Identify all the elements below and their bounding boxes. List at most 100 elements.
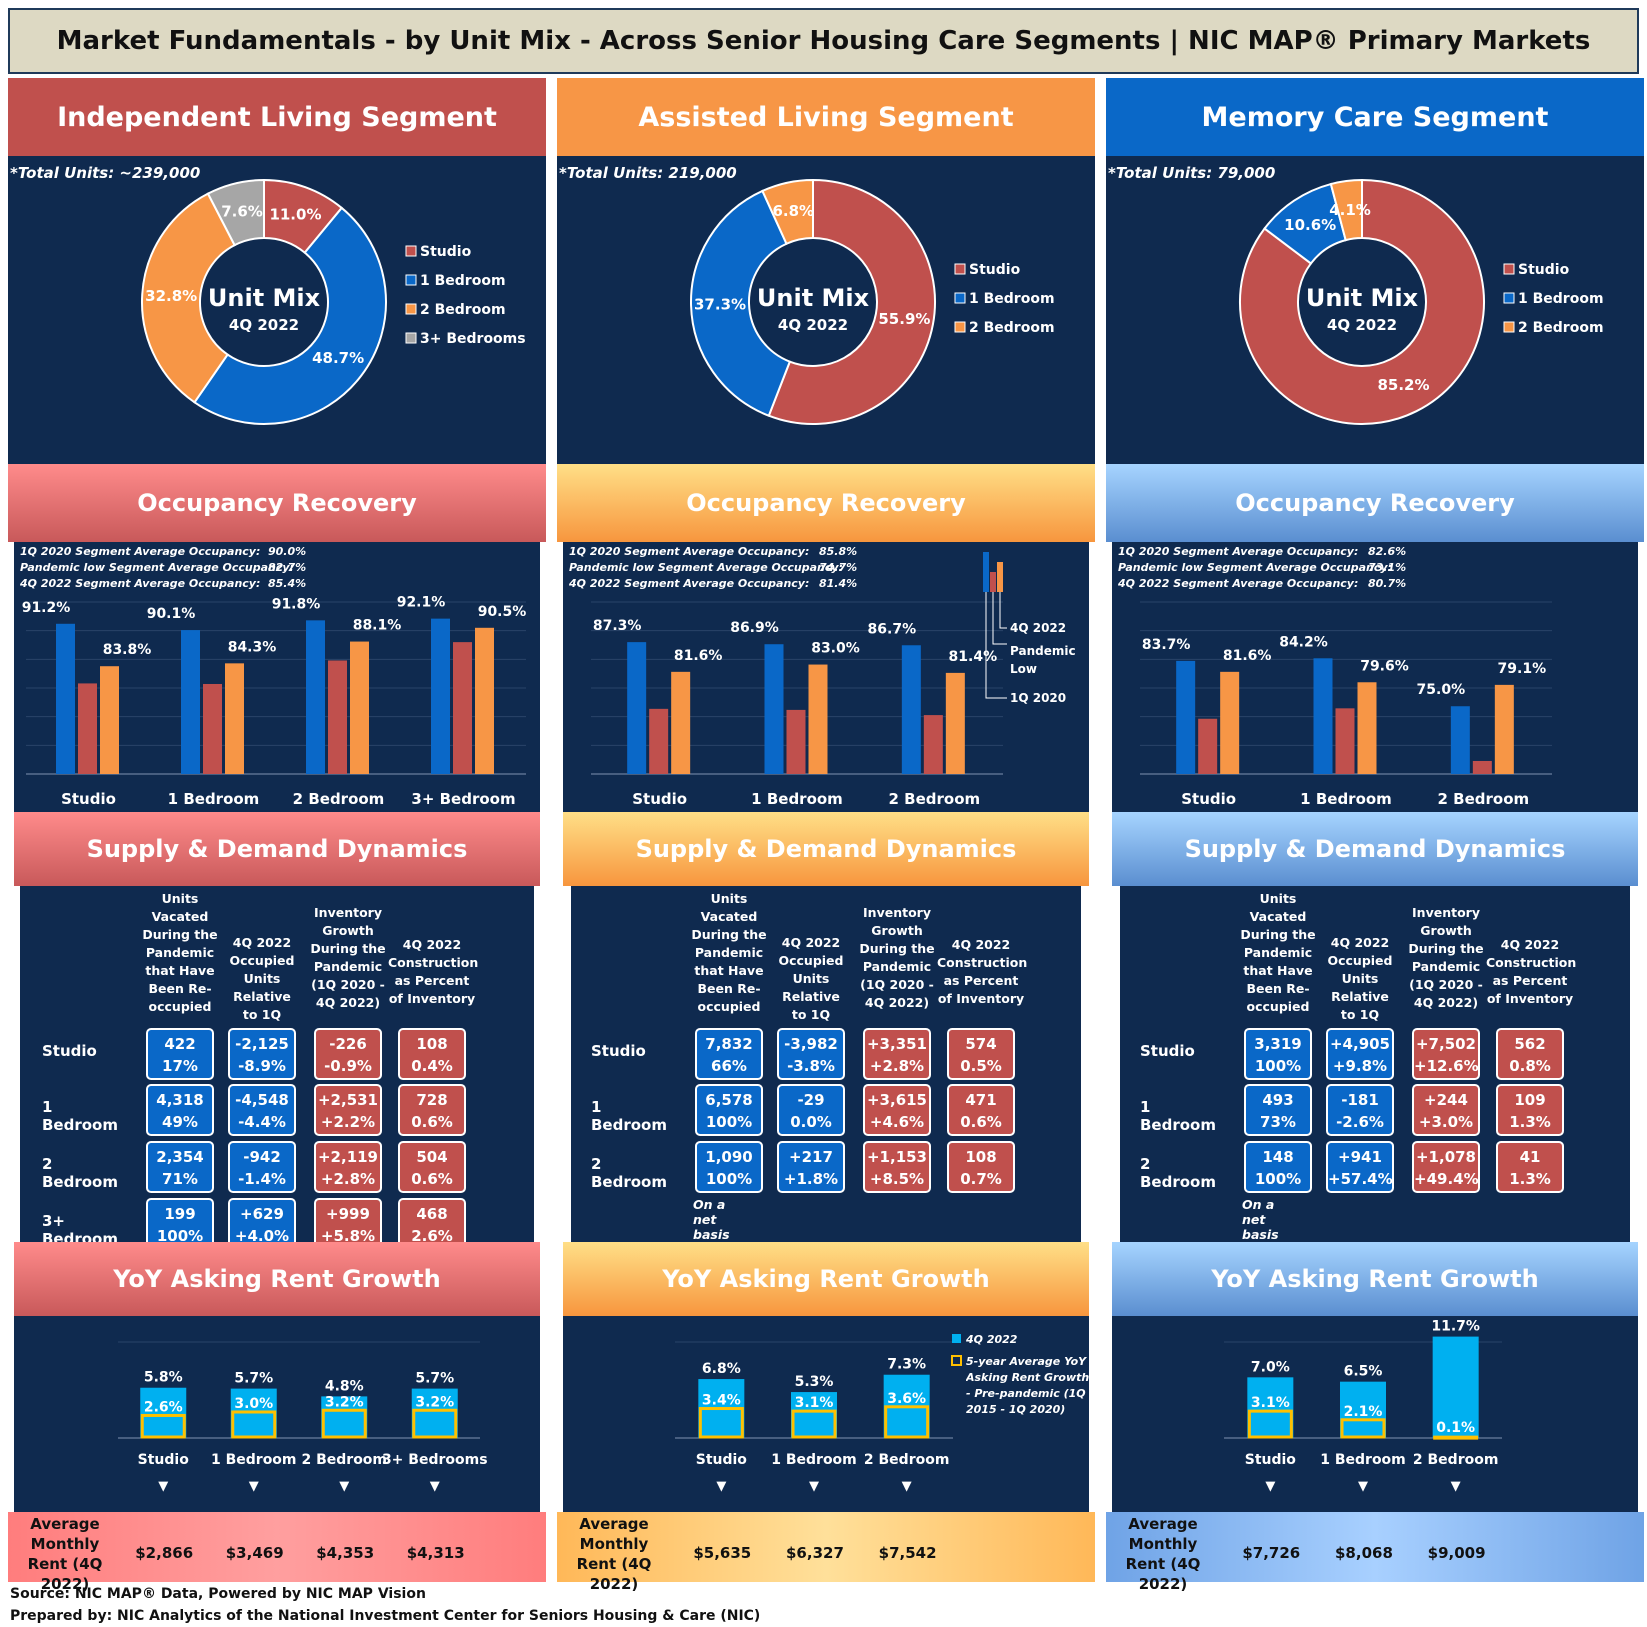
bar-value-label: 81.6%	[674, 648, 723, 664]
avg-rent-band	[557, 1512, 1095, 1582]
bar-value-label: 79.6%	[1360, 658, 1409, 674]
cell-percent: +2.8%	[320, 1170, 376, 1188]
donut-slice-3-bedrooms	[206, 178, 265, 247]
down-arrow-icon: ▼	[716, 1479, 726, 1494]
cell-count: -4,548	[235, 1091, 289, 1109]
donut-slice-1-bedroom	[690, 189, 792, 418]
stat-value: 82.6%	[1368, 545, 1407, 558]
stat-value: 73.1%	[1368, 561, 1407, 574]
slice-label: 10.6%	[1284, 216, 1336, 234]
cell-count: -942	[243, 1148, 281, 1166]
donut-slice-2-bedroom	[141, 192, 236, 404]
avg-rent-value: $9,009	[1427, 1544, 1486, 1562]
table-header: 4Q 2022 Occupied Units Relative to 1Q 20…	[1327, 935, 1393, 1040]
table-header: Units Vacated During the Pandemic that H…	[1240, 891, 1316, 1014]
cell-count: 493	[1262, 1091, 1294, 1109]
occupancy-chart: 83.7% 81.6% Studio 84.2% 79.6% 1 Bedroom 75.0%…	[1140, 601, 1552, 808]
bar-pandemic-low	[649, 708, 669, 774]
cell-count: 468	[416, 1205, 448, 1223]
x-tick-label: 1 Bedroom	[1300, 790, 1392, 808]
table-header: 4Q 2022 Construction as Percent of Inven…	[388, 937, 479, 1006]
stat-label: 1Q 2020 Segment Average Occupancy:	[20, 545, 261, 558]
cell-percent: 17%	[162, 1057, 198, 1075]
cell-count: 728	[416, 1091, 448, 1109]
table-header: Units Vacated During the Pandemic that H…	[691, 891, 767, 1014]
supply-section-title: Supply & Demand Dynamics	[1112, 812, 1638, 886]
cell-percent: 0.0%	[790, 1113, 832, 1131]
occupancy-chart: 87.3% 81.6% Studio 86.9% 83.0% 1 Bedroom 86.7%…	[591, 601, 1003, 808]
bar-4q-2022	[350, 641, 369, 774]
cell-percent: -2.6%	[1336, 1113, 1384, 1131]
cell-percent: 100%	[156, 1227, 204, 1245]
rent-bar-avg	[1340, 1418, 1386, 1439]
donut-center-title: Unit Mix	[208, 284, 321, 312]
source-note: Source: NIC MAP® Data, Powered by NIC MA…	[10, 1586, 426, 1602]
rent-bar-avg	[1433, 1435, 1479, 1440]
rent-bar-avg	[321, 1408, 367, 1439]
x-tick-label: 2 Bedroom	[301, 1452, 387, 1468]
table-cell: +941 +57.4%	[1326, 1141, 1394, 1193]
table-cell: 422 17%	[146, 1028, 214, 1080]
unit-mix-donut: 85.2% 10.6%4.1% Unit Mix 4Q 2022 Studio 1 Bed…	[1239, 178, 1604, 425]
x-tick-label: 2 Bedroom	[1438, 790, 1530, 808]
rent-avg-label: 3.1%	[1251, 1395, 1290, 1411]
unit-mix-donut: 11.0% 48.7% 32.8% 7.6% Unit Mix 4Q 2022 Studio…	[141, 178, 526, 425]
slice-label: 37.3%	[694, 296, 746, 314]
cell-count: -2,125	[235, 1035, 289, 1053]
legend-label: Studio	[1518, 262, 1570, 278]
cell-count: 199	[164, 1205, 196, 1223]
legend-label: 1 Bedroom	[420, 273, 506, 289]
stat-label: Pandemic low Segment Average Occupancy:	[569, 561, 843, 574]
table-header: Units Vacated During the Pandemic that H…	[142, 891, 218, 1014]
x-tick-label: 2 Bedroom	[1413, 1452, 1499, 1468]
table-cell: 493 73%	[1244, 1084, 1312, 1136]
table-cell: 109 1.3%	[1496, 1084, 1564, 1136]
rent-avg-label: 3.0%	[234, 1396, 273, 1412]
net-basis-note: On a net basis	[1242, 1197, 1279, 1242]
rent-bar-current	[791, 1392, 837, 1438]
net-basis-note: On a net basis	[693, 1197, 730, 1242]
rent-growth-chart: 5.8%2.6%Studio▼5.7%3.0%1 Bedroom▼4.8%3.2…	[118, 1341, 488, 1494]
prepared-by-note: Prepared by: NIC Analytics of the Nation…	[10, 1608, 761, 1624]
down-arrow-icon: ▼	[158, 1479, 168, 1494]
cell-percent: 0.4%	[411, 1057, 453, 1075]
table-cell: +2,531 +2.2%	[314, 1084, 382, 1136]
cell-percent: -3.8%	[787, 1057, 835, 1075]
avg-rent-label: Average Monthly Rent (4Q 2022)	[1125, 1515, 1201, 1593]
rent-current-label: 7.3%	[887, 1357, 926, 1373]
rent-bar-avg	[140, 1413, 186, 1439]
rent-current-label: 5.7%	[415, 1371, 454, 1387]
occupancy-section-title: Occupancy Recovery	[1106, 464, 1644, 542]
rent-avg-label: 3.6%	[887, 1391, 926, 1407]
table-cell: 574 0.5%	[947, 1028, 1015, 1080]
cell-count: 422	[164, 1035, 196, 1053]
cell-count: +217	[789, 1148, 833, 1166]
donut-center-title: Unit Mix	[1306, 284, 1419, 312]
rent-avg-label: 3.1%	[795, 1395, 834, 1411]
occupancy-section-title: Occupancy Recovery	[8, 464, 546, 542]
cell-count: 7,832	[705, 1035, 753, 1053]
total-units: *Total Units: 79,000	[1108, 164, 1276, 182]
cell-percent: 100%	[1254, 1170, 1302, 1188]
legend-swatch	[405, 245, 417, 257]
avg-rent-value: $6,327	[786, 1544, 844, 1562]
avg-rent-value: $7,726	[1242, 1544, 1301, 1562]
x-tick-label: 3+ Bedroom	[411, 790, 515, 808]
table-row-label: 1 Bedroom	[1140, 1098, 1216, 1134]
cell-count: 108	[416, 1035, 448, 1053]
legend-low-label: Pandemic Low	[1010, 644, 1076, 676]
legend-label: 2 Bedroom	[1518, 320, 1604, 336]
table-row-label: 1 Bedroom	[591, 1098, 667, 1134]
table-cell: +3,615 +4.6%	[863, 1084, 931, 1136]
bar-pandemic-low	[203, 683, 222, 774]
supply-section-title: Supply & Demand Dynamics	[563, 812, 1089, 886]
cell-count: 562	[1514, 1035, 1546, 1053]
avg-rent-value: $4,313	[406, 1544, 465, 1562]
legend-current-swatch	[952, 1334, 961, 1343]
cell-count: -226	[329, 1035, 367, 1053]
supply-section-title: Supply & Demand Dynamics	[14, 812, 540, 886]
bar-1q-2020	[56, 623, 75, 774]
bar-value-label: 84.3%	[228, 639, 277, 655]
slice-label: 85.2%	[1377, 376, 1429, 394]
slice-label: 6.8%	[772, 202, 814, 220]
